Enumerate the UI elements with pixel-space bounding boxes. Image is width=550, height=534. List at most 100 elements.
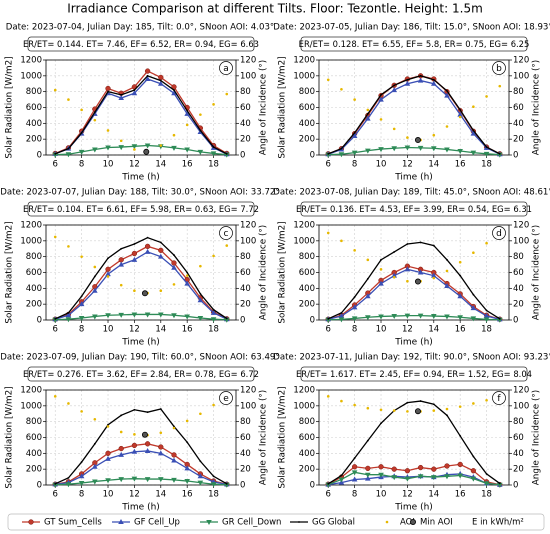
panel-label: e: [223, 394, 229, 404]
marker: [212, 254, 215, 258]
marker: [159, 431, 163, 435]
marker: [144, 441, 151, 447]
marker: [144, 143, 151, 149]
marker: [159, 408, 162, 410]
y-tick-label: 1200: [20, 386, 42, 396]
x-tick-label: 16: [455, 325, 466, 335]
marker: [93, 111, 96, 114]
marker: [144, 447, 151, 453]
marker: [444, 92, 450, 98]
marker: [223, 317, 230, 323]
marker: [432, 403, 435, 406]
marker: [133, 148, 136, 151]
y2-tick-label: 120: [240, 56, 256, 66]
marker: [53, 395, 57, 398]
marker: [338, 313, 345, 319]
legend-label: GF Cell_Up: [134, 518, 180, 528]
marker: [327, 482, 330, 485]
marker: [172, 283, 176, 286]
marker: [78, 316, 85, 322]
y2-tick-label: 0: [240, 151, 245, 161]
panel-title: Date: 2023-07-11, Julian Day: 192, Tilt:…: [273, 353, 550, 363]
legend-marker: [298, 521, 300, 523]
series-line: [54, 70, 228, 155]
y2-tick-label: 20: [240, 135, 251, 145]
y2-tick-label: 40: [240, 284, 251, 294]
marker: [92, 147, 98, 153]
marker: [93, 118, 97, 122]
x-tick-label: 16: [182, 490, 193, 500]
marker: [212, 308, 215, 311]
marker: [105, 455, 111, 461]
y2-tick-label: 0: [513, 151, 518, 161]
y-tick-label: 800: [26, 87, 42, 97]
y2-tick-label: 20: [513, 465, 524, 475]
x-tick-label: 14: [428, 325, 439, 335]
y2-tick-label: 0: [513, 316, 518, 326]
marker: [119, 430, 123, 434]
y2-tick-label: 40: [513, 449, 524, 459]
y-tick-label: 600: [26, 103, 42, 113]
marker: [406, 78, 409, 81]
series-line: [55, 443, 227, 485]
marker: [393, 251, 396, 253]
marker: [365, 293, 371, 299]
marker: [199, 129, 202, 132]
y-tick-label: 800: [26, 417, 42, 427]
y-tick-label: 400: [26, 449, 42, 459]
marker: [446, 414, 448, 417]
x-tick-label: 10: [103, 325, 114, 335]
marker: [353, 98, 356, 101]
legend-label: GR Cell_Down: [222, 518, 281, 528]
marker: [378, 472, 384, 478]
marker: [105, 271, 111, 277]
y2-tick-label: 100: [240, 71, 256, 81]
marker: [483, 151, 490, 157]
marker: [351, 133, 358, 138]
marker: [496, 152, 503, 158]
marker: [470, 150, 477, 156]
marker: [184, 479, 190, 485]
marker: [404, 313, 411, 319]
marker: [430, 80, 437, 86]
energy-text: ER/ET= 0.104. ET= 6.61, EF= 5.98, ER= 0.…: [23, 204, 259, 214]
marker: [417, 464, 424, 471]
marker: [120, 247, 123, 250]
marker: [158, 444, 164, 450]
x-tick-label: 12: [402, 160, 413, 170]
series-line: [54, 75, 228, 155]
marker: [225, 92, 229, 96]
marker: [353, 457, 356, 459]
y-tick-label: 600: [299, 268, 315, 278]
x-tick-label: 8: [352, 325, 357, 335]
y2-tick-label: 100: [240, 236, 256, 246]
y2-tick-label: 80: [513, 417, 524, 427]
marker: [118, 445, 124, 452]
x-tick-label: 10: [103, 490, 114, 500]
marker: [366, 406, 370, 410]
marker: [171, 452, 177, 458]
marker: [446, 258, 448, 261]
marker: [93, 417, 97, 421]
x-tick-label: 6: [53, 325, 58, 335]
marker: [171, 145, 177, 151]
marker: [325, 482, 332, 488]
y2-axis-label: Angle of Incidence (°): [532, 225, 542, 320]
panel-label: f: [497, 394, 501, 404]
marker: [445, 407, 449, 411]
marker: [378, 280, 384, 286]
x-tick-label: 10: [376, 490, 387, 500]
panel-title: Date: 2023-07-07, Julian Day: 188, Tilt:…: [0, 188, 279, 198]
marker: [157, 477, 164, 483]
marker: [158, 74, 164, 81]
y-tick-label: 0: [310, 481, 315, 491]
y2-tick-label: 120: [240, 221, 256, 231]
y2-tick-label: 120: [513, 56, 529, 66]
marker: [326, 78, 330, 82]
marker: [378, 314, 384, 320]
x-tick-label: 6: [326, 325, 331, 335]
marker: [379, 118, 383, 121]
x-tick-label: 18: [481, 160, 492, 170]
marker: [340, 399, 343, 403]
y2-tick-label: 60: [240, 268, 251, 278]
